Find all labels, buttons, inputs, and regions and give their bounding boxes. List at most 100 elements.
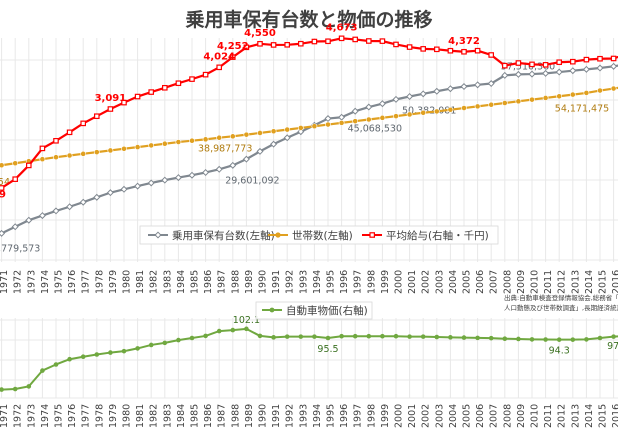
data-point-households bbox=[189, 137, 195, 144]
data-point-households bbox=[583, 90, 590, 96]
x-tick-label: 2009 bbox=[516, 404, 527, 428]
data-label-cars: 57,510,360 bbox=[501, 61, 555, 72]
data-point-price bbox=[597, 335, 603, 341]
data-point-price bbox=[94, 352, 100, 357]
x-tick-label: 2011 bbox=[543, 270, 554, 294]
x-tick-label: 1991 bbox=[271, 404, 282, 428]
data-point-households bbox=[0, 162, 5, 169]
legend-box bbox=[255, 301, 373, 320]
data-point-wage bbox=[148, 89, 155, 95]
data-point-households bbox=[270, 128, 277, 135]
x-tick-label: 1981 bbox=[135, 270, 146, 294]
data-point-price bbox=[148, 342, 154, 348]
chart-title: 乗用車保有台数と物価の推移 bbox=[185, 8, 432, 31]
data-point-wage bbox=[12, 176, 19, 182]
x-tick-label: 1991 bbox=[271, 270, 282, 294]
data-point-price bbox=[53, 362, 59, 367]
data-point-cars bbox=[242, 155, 250, 163]
data-point-cars bbox=[106, 189, 114, 197]
x-tick-label: 2003 bbox=[434, 270, 445, 294]
data-point-wage bbox=[515, 60, 522, 66]
data-label-price: 94.3 bbox=[549, 346, 570, 357]
data-point-cars bbox=[569, 67, 577, 75]
x-tick-label: 1974 bbox=[40, 270, 51, 294]
data-point-households bbox=[66, 152, 73, 159]
data-point-cars bbox=[25, 216, 33, 224]
data-point-price bbox=[502, 336, 508, 342]
data-point-households bbox=[93, 149, 100, 156]
data-point-households bbox=[12, 160, 19, 167]
data-point-households bbox=[243, 131, 250, 138]
data-point-price bbox=[40, 368, 45, 373]
x-tick-label: 1988 bbox=[230, 270, 241, 294]
data-point-price bbox=[461, 335, 467, 340]
data-point-households bbox=[121, 145, 127, 152]
legend-marker-cars bbox=[154, 231, 162, 239]
x-tick-label: 2014 bbox=[584, 270, 595, 294]
data-point-cars bbox=[52, 207, 60, 215]
data-label-wage: 4,673 bbox=[326, 22, 358, 33]
data-point-wage bbox=[53, 137, 59, 144]
data-point-cars bbox=[433, 87, 441, 95]
x-tick-label: 2011 bbox=[543, 404, 554, 428]
x-tick-label: 1997 bbox=[353, 270, 364, 294]
x-tick-label: 2005 bbox=[462, 404, 473, 428]
x-tick-label: 1999 bbox=[380, 404, 391, 428]
data-point-price bbox=[203, 333, 208, 339]
data-point-cars bbox=[501, 71, 509, 79]
data-point-price bbox=[121, 348, 127, 354]
x-tick-label: 1973 bbox=[26, 270, 37, 294]
data-point-households bbox=[161, 140, 168, 147]
x-tick-label: 1979 bbox=[108, 404, 119, 428]
series-price: 58.5102.195.594.397 bbox=[0, 315, 618, 392]
data-point-cars bbox=[365, 103, 373, 111]
data-point-households bbox=[393, 113, 399, 120]
legend-bottom: 自動車物価(右軸) bbox=[255, 301, 373, 320]
legend-marker-households bbox=[275, 232, 281, 238]
x-tick-label: 1996 bbox=[339, 404, 350, 428]
data-point-price bbox=[230, 327, 236, 333]
data-label-cars: 45,068,530 bbox=[348, 123, 402, 134]
data-point-wage bbox=[542, 62, 549, 68]
data-point-cars bbox=[161, 176, 169, 184]
data-point-wage bbox=[162, 84, 168, 91]
data-point-price bbox=[80, 354, 86, 360]
x-tick-label: 1976 bbox=[67, 270, 78, 294]
data-point-price bbox=[257, 333, 263, 339]
data-point-price bbox=[448, 335, 453, 340]
data-label-households: 54,171,475 bbox=[555, 104, 609, 115]
data-point-cars bbox=[256, 147, 264, 155]
x-tick-label: 2009 bbox=[516, 270, 527, 294]
source-note-line-2: 人口動態及び世帯数調査」,長期経済統計… bbox=[504, 303, 618, 312]
x-tick-label: 1971 bbox=[0, 270, 10, 294]
data-point-households bbox=[379, 114, 386, 121]
data-point-households bbox=[134, 144, 141, 150]
x-tick-label: 1998 bbox=[366, 404, 377, 428]
x-tick-label: 1990 bbox=[258, 404, 269, 428]
data-point-price bbox=[366, 333, 372, 339]
x-tick-label: 1972 bbox=[13, 270, 24, 294]
data-point-price bbox=[529, 337, 535, 342]
data-label-cars: 29,601,092 bbox=[225, 175, 279, 186]
data-point-cars bbox=[514, 70, 522, 78]
x-tick-label: 1995 bbox=[326, 270, 337, 294]
x-tick-label: 1986 bbox=[203, 270, 214, 294]
data-point-cars bbox=[474, 81, 482, 89]
x-tick-label: 2006 bbox=[475, 270, 486, 294]
data-point-price bbox=[543, 337, 548, 342]
x-tick-label: 1995 bbox=[326, 404, 337, 428]
x-tick-label: 1983 bbox=[162, 404, 173, 428]
data-point-price bbox=[298, 334, 304, 339]
legend-marker-wage bbox=[369, 232, 376, 238]
data-point-cars bbox=[229, 161, 237, 169]
data-point-cars bbox=[215, 165, 223, 173]
grid-top bbox=[0, 38, 618, 262]
data-point-cars bbox=[378, 100, 386, 108]
data-point-households bbox=[433, 108, 440, 115]
x-tick-label: 1985 bbox=[190, 404, 201, 428]
data-point-wage bbox=[366, 38, 372, 44]
data-label-price: 97 bbox=[607, 341, 618, 352]
data-point-wage bbox=[529, 61, 535, 68]
